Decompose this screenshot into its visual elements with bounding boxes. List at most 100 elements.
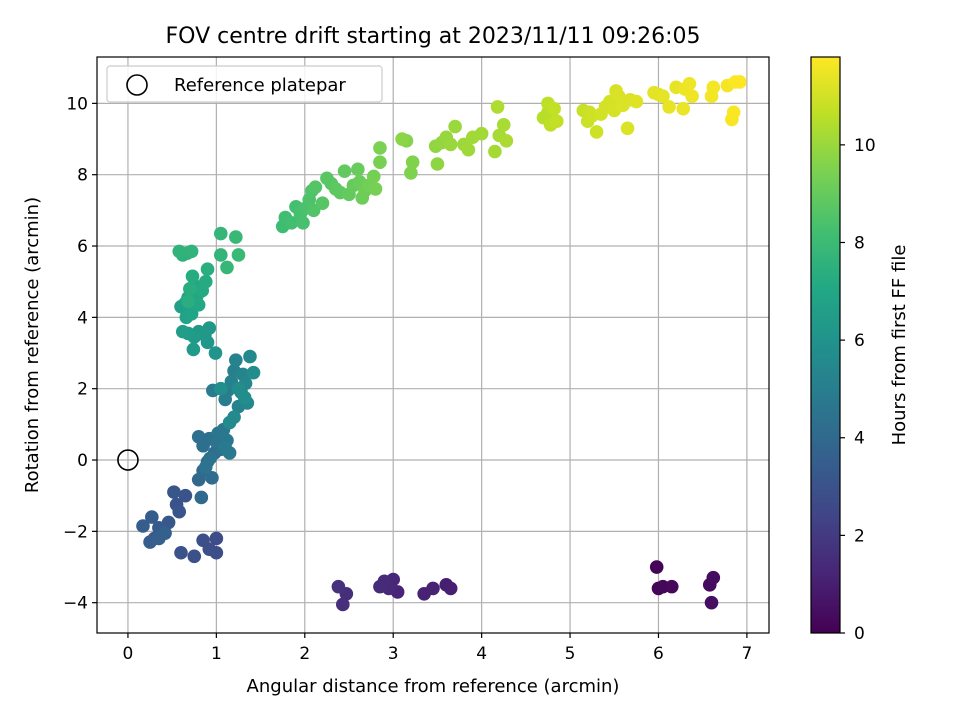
data-point [136,519,150,533]
data-point [368,182,383,196]
data-point [231,248,246,262]
data-point [198,274,213,289]
data-point [194,490,209,505]
data-point [404,166,418,180]
x-tick-label: 5 [565,644,576,664]
y-tick-label: −4 [63,594,88,614]
data-point [181,294,195,309]
data-point [167,485,181,499]
data-point [184,244,199,259]
y-tick-label: 10 [66,94,88,114]
x-tick-label: 2 [299,644,310,664]
data-point [726,105,741,120]
data-point [315,196,330,211]
chart-title: FOV centre drift starting at 2023/11/11 … [166,24,701,49]
data-point [213,381,228,396]
legend: Reference platepar [106,65,383,103]
colorbar-gradient [810,56,841,634]
y-tick-label: 4 [77,308,88,328]
data-point [662,100,676,114]
data-point [373,141,387,155]
data-point [175,324,190,339]
data-point [620,121,635,136]
data-point [183,282,197,296]
y-tick-label: −2 [63,522,88,542]
y-tick-label: 8 [77,166,88,186]
data-point [296,216,310,230]
data-point [351,162,365,177]
x-tick-label: 7 [741,644,752,664]
x-axis-ticks: 0 1 2 3 4 5 6 7 [123,633,752,664]
data-point [417,586,431,601]
data-point [649,560,664,574]
y-tick-label: 0 [77,451,88,471]
data-point [549,114,564,128]
data-point [203,451,217,466]
scatter-points [136,75,747,612]
colorbar-tick-label: 2 [854,526,865,546]
data-point [443,137,458,152]
data-point [243,349,257,364]
data-point [229,230,243,244]
data-point [547,101,561,116]
data-point [490,100,505,114]
data-point [145,510,159,524]
data-point [218,440,233,455]
data-point [186,342,201,357]
colorbar-tick-label: 0 [854,624,865,644]
data-point [196,533,210,548]
data-point [676,101,691,116]
data-point [443,581,458,596]
data-point [706,80,721,95]
data-point [685,89,699,104]
data-point [213,248,228,262]
data-point [209,531,224,546]
data-point [664,579,679,594]
data-point [629,94,644,109]
x-tick-label: 4 [476,644,487,664]
data-point [172,244,187,259]
data-point [405,155,420,170]
data-point [213,226,228,241]
data-point [229,353,243,367]
data-point [284,216,299,230]
data-point [448,119,462,134]
data-point [461,142,476,157]
y-tick-label: 2 [77,380,88,400]
data-point [200,262,215,277]
legend-box [106,65,383,103]
data-point [208,346,223,360]
data-point [158,526,172,540]
colorbar-ticks: 0 2 4 6 8 10 [840,136,876,644]
plot-area-frame [96,56,770,634]
y-axis-label: Rotation from reference (arcmin) [22,197,43,493]
data-point [496,117,511,132]
data-point [185,269,200,284]
data-point [373,579,387,594]
data-point [174,545,188,560]
data-point [178,488,193,503]
data-point [706,570,721,585]
data-point [499,134,514,148]
reference-marker [117,449,139,471]
data-point [246,365,261,380]
x-tick-label: 1 [211,644,222,664]
data-point [337,164,352,178]
data-point [331,579,346,594]
data-point [220,260,234,275]
x-tick-label: 0 [123,644,134,664]
data-point [395,132,409,146]
colorbar-tick-label: 10 [854,136,876,156]
colorbar-tick-label: 8 [854,233,865,253]
data-point [308,180,323,194]
data-point [430,157,445,171]
colorbar-label: Hours from first FF file [889,245,910,446]
colorbar: 0 2 4 6 8 10 Hours from first FF file [810,56,910,644]
data-point [733,75,747,89]
data-point [172,504,187,519]
x-axis-label: Angular distance from reference (arcmin) [247,676,620,697]
colorbar-tick-label: 6 [854,331,865,351]
colorbar-tick-label: 4 [854,429,865,449]
y-tick-label: 6 [77,237,88,257]
